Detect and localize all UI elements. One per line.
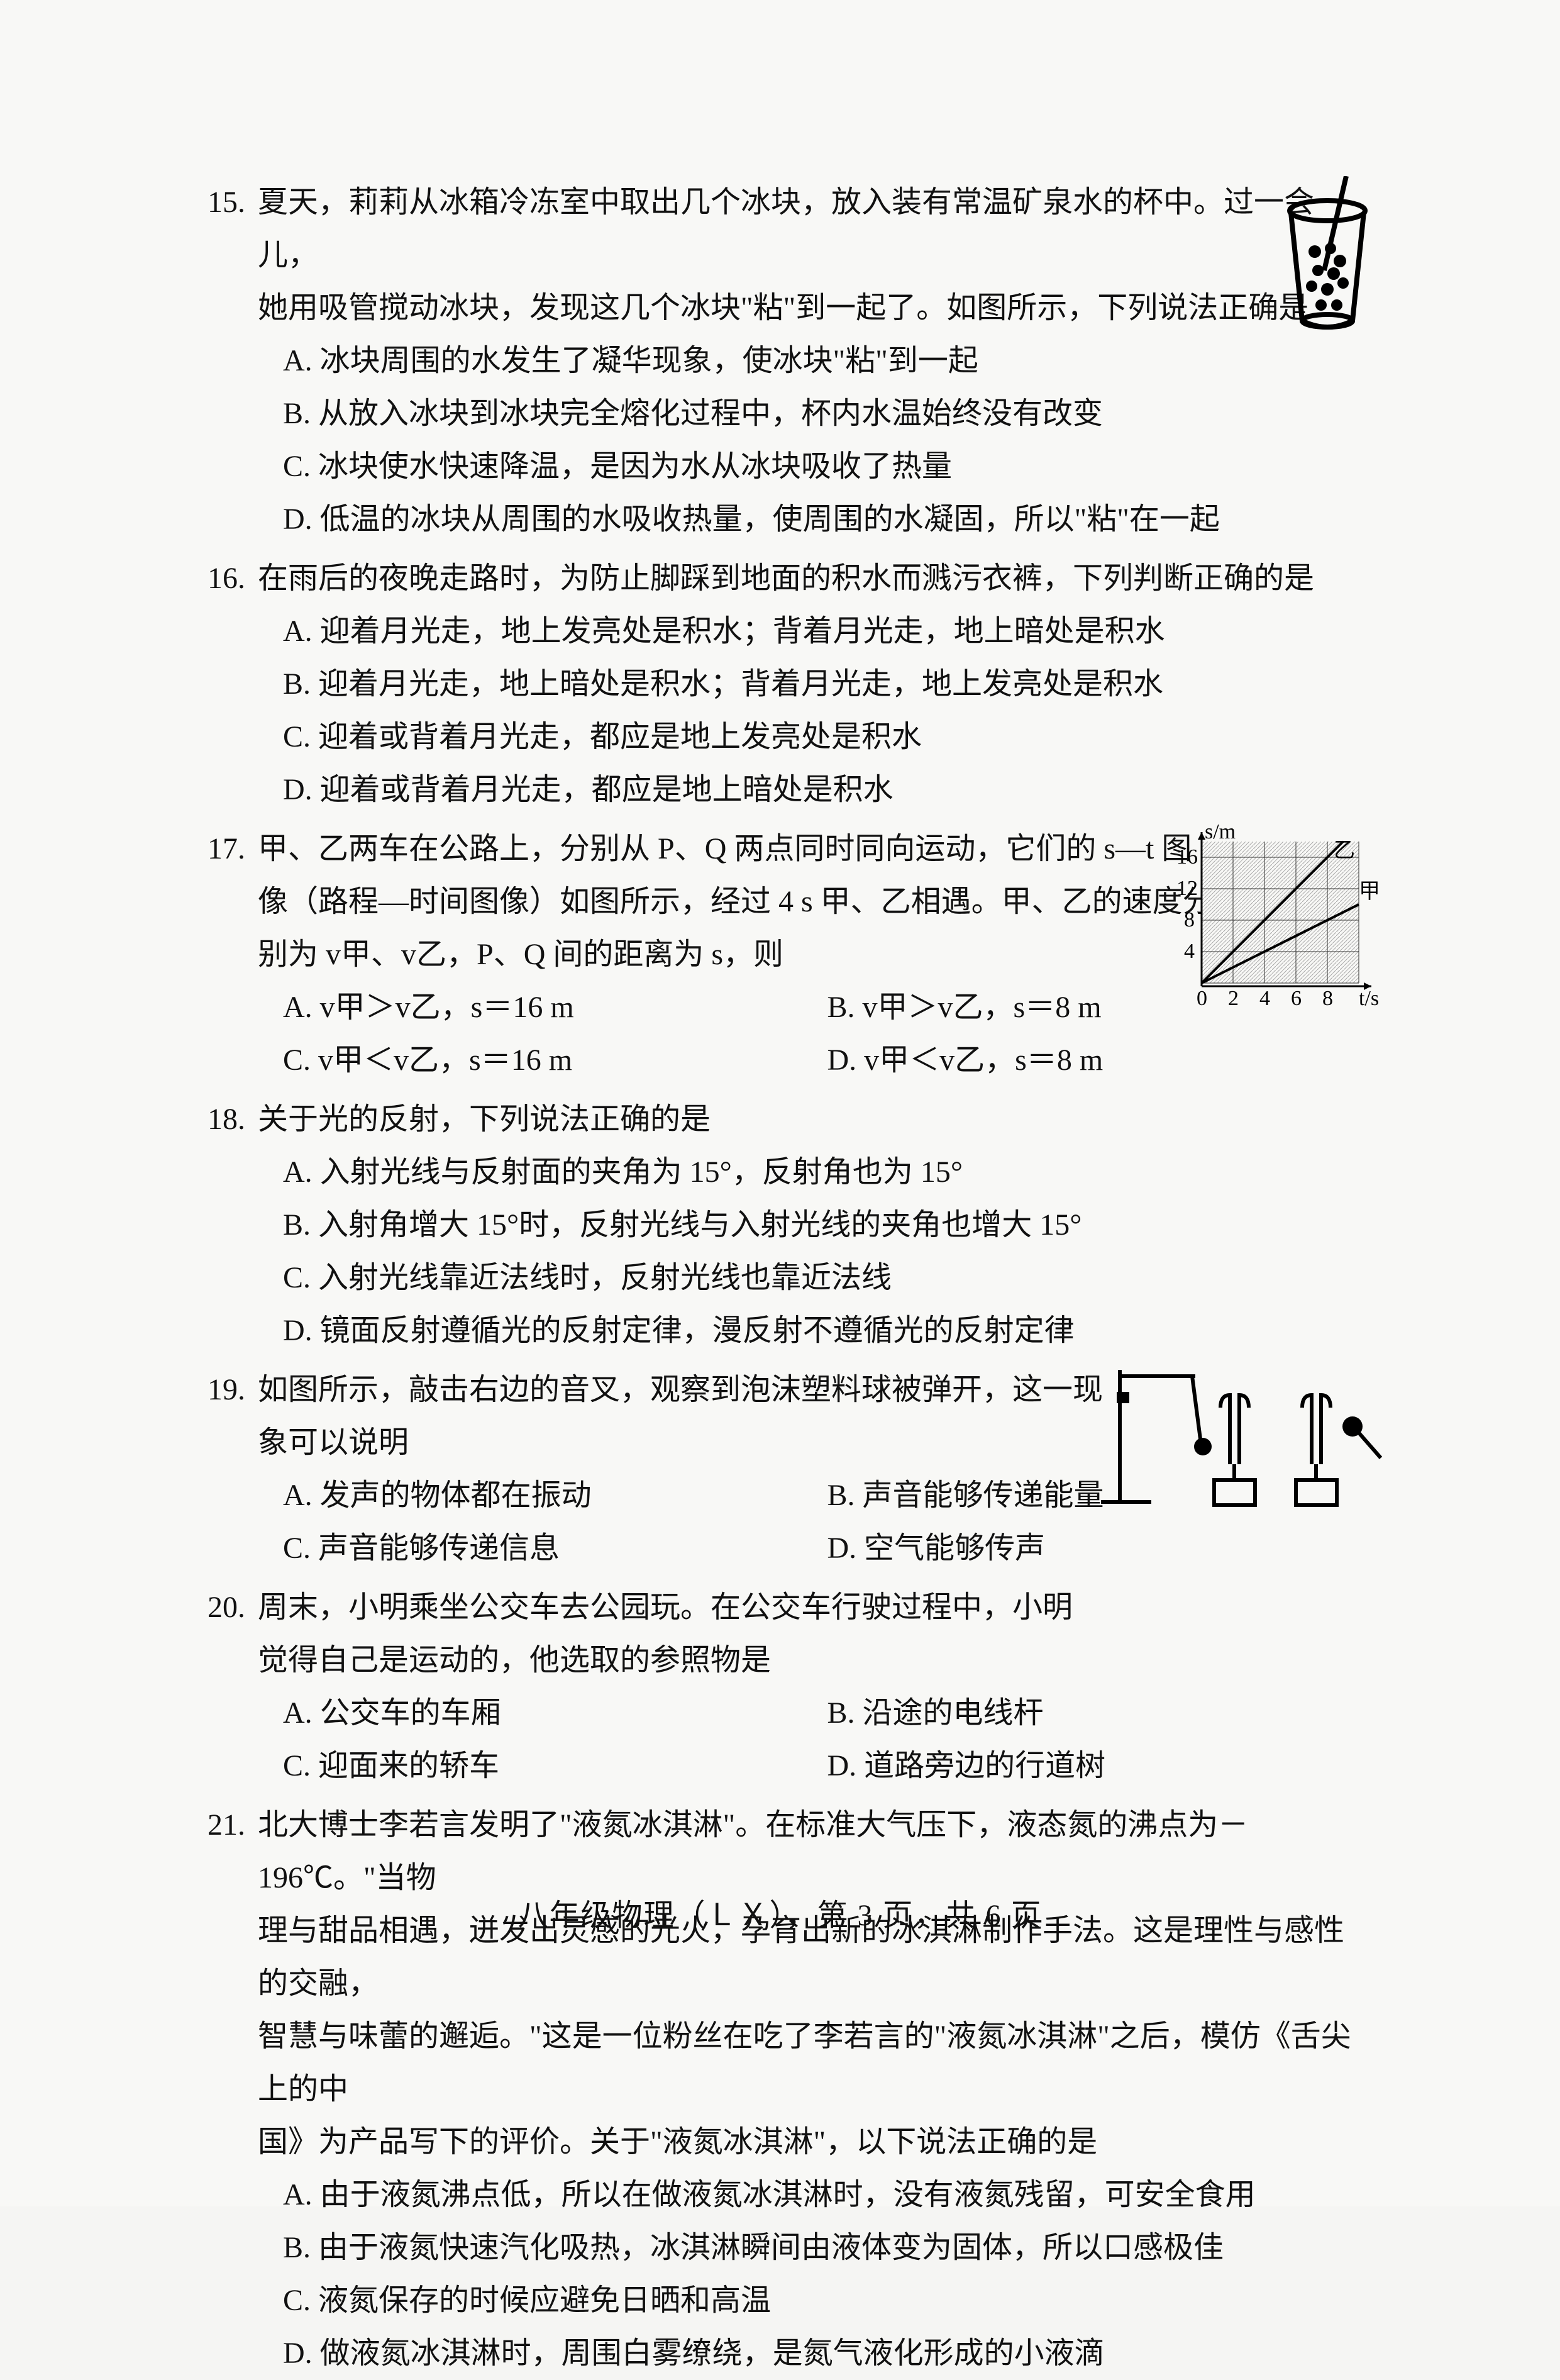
option-a: A. 冰块周围的水发生了凝华现象，使冰块"粘"到一起 (283, 335, 1371, 387)
question-number: 19. (207, 1364, 258, 1416)
question-stem: 关于光的反射，下列说法正确的是 (258, 1093, 1371, 1146)
stem-line: 夏天，莉莉从冰箱冷冻室中取出几个冰块，放入装有常温矿泉水的杯中。过一会儿， (258, 176, 1371, 282)
question-stem: 周末，小明乘坐公交车去公园玩。在公交车行驶过程中，小明 觉得自己是运动的，他选取… (258, 1581, 1371, 1687)
option-d: D. 迎着或背着月光走，都应是地上暗处是积水 (283, 764, 1371, 816)
option-a: A. 由于液氮沸点低，所以在做液氮冰淇淋时，没有液氮残留，可安全食用 (283, 2169, 1371, 2222)
x-tick: 8 (1322, 987, 1333, 1010)
options-list: A. 冰块周围的水发生了凝华现象，使冰块"粘"到一起 B. 从放入冰块到冰块完全… (283, 335, 1371, 546)
question-18: 18. 关于光的反射，下列说法正确的是 A. 入射光线与反射面的夹角为 15°，… (207, 1093, 1371, 1357)
option-c: C. 冰块使水快速降温，是因为水从冰块吸收了热量 (283, 440, 1371, 493)
y-tick: 16 (1176, 845, 1198, 869)
stem-line: 智慧与味蕾的邂逅。"这是一位粉丝在吃了李若言的"液氮冰淇淋"之后，模仿《舌尖上的… (258, 2010, 1371, 2116)
option-a: A. 入射光线与反射面的夹角为 15°，反射角也为 15° (283, 1146, 1371, 1199)
question-stem: 北大博士李若言发明了"液氮冰淇淋"。在标准大气压下，液态氮的沸点为－196℃。"… (258, 1799, 1371, 2169)
cup-figure (1271, 176, 1384, 340)
question-number: 20. (207, 1581, 258, 1634)
question-16: 16. 在雨后的夜晚走路时，为防止脚踩到地面的积水而溅污衣裤，下列判断正确的是 … (207, 552, 1371, 816)
option-b: B. 沿途的电线杆 (827, 1687, 1372, 1740)
option-c: C. 入射光线靠近法线时，反射光线也靠近法线 (283, 1252, 1371, 1304)
question-number: 18. (207, 1093, 258, 1146)
stem-line: 在雨后的夜晚走路时，为防止脚踩到地面的积水而溅污衣裤，下列判断正确的是 (258, 552, 1371, 605)
option-d: D. 镜面反射遵循光的反射定律，漫反射不遵循光的反射定律 (283, 1304, 1371, 1357)
question-17: s/m t/s 乙 甲 0 2 4 6 8 4 8 12 16 17. 甲、乙两… (207, 823, 1371, 1087)
question-15: 15. 夏天，莉莉从冰箱冷冻室中取出几个冰块，放入装有常温矿泉水的杯中。过一会儿… (207, 176, 1371, 546)
option-d: D. 低温的冰块从周围的水吸收热量，使周围的水凝固，所以"粘"在一起 (283, 493, 1371, 546)
option-a: A. 迎着月光走，地上发亮处是积水；背着月光走，地上暗处是积水 (283, 605, 1371, 658)
option-c: C. v甲＜v乙，s＝16 m (283, 1034, 827, 1087)
question-21: 21. 北大博士李若言发明了"液氮冰淇淋"。在标准大气压下，液态氮的沸点为－19… (207, 1799, 1371, 2380)
stem-line: 她用吸管搅动冰块，发现这几个冰块"粘"到一起了。如图所示，下列说法正确是 (258, 282, 1371, 335)
question-stem: 夏天，莉莉从冰箱冷冻室中取出几个冰块，放入装有常温矿泉水的杯中。过一会儿， 她用… (258, 176, 1371, 335)
option-a: A. 发声的物体都在振动 (283, 1469, 827, 1522)
question-number: 15. (207, 176, 258, 229)
option-b: B. 迎着月光走，地上暗处是积水；背着月光走，地上发亮处是积水 (283, 658, 1371, 711)
series-label-upper: 乙 (1334, 839, 1355, 862)
stem-line: 周末，小明乘坐公交车去公园玩。在公交车行驶过程中，小明 (258, 1581, 1371, 1634)
option-c: C. 迎着或背着月光走，都应是地上发亮处是积水 (283, 711, 1371, 764)
option-c: C. 液氮保存的时候应避免日晒和高温 (283, 2274, 1371, 2327)
x-tick: 6 (1291, 987, 1302, 1010)
option-a: A. 公交车的车厢 (283, 1687, 827, 1740)
option-d: D. 道路旁边的行道树 (827, 1740, 1372, 1793)
option-a: A. v甲＞v乙，s＝16 m (283, 981, 827, 1034)
question-19: 19. 如图所示，敲击右边的音叉，观察到泡沫塑料球被弹开，这一现 象可以说明 A… (207, 1364, 1371, 1575)
page-footer: 八年级物理（ＬＸ），第 3 页，共 6 页 (0, 1889, 1560, 1942)
option-c: C. 迎面来的轿车 (283, 1740, 827, 1793)
option-b: B. 从放入冰块到冰块完全熔化过程中，杯内水温始终没有改变 (283, 387, 1371, 440)
x-tick: 2 (1228, 987, 1239, 1010)
stem-line: 关于光的反射，下列说法正确的是 (258, 1093, 1371, 1146)
options-list: A. 入射光线与反射面的夹角为 15°，反射角也为 15° B. 入射角增大 1… (283, 1146, 1371, 1357)
question-number: 17. (207, 823, 258, 876)
series-label-lower: 甲 (1359, 880, 1380, 903)
tuning-forks-figure (1095, 1357, 1384, 1521)
stem-line: 觉得自己是运动的，他选取的参照物是 (258, 1634, 1371, 1687)
option-b: B. 入射角增大 15°时，反射光线与入射光线的夹角也增大 15° (283, 1199, 1371, 1252)
option-d: D. 做液氮冰淇淋时，周围白雾缭绕，是氮气液化形成的小液滴 (283, 2327, 1371, 2380)
question-number: 21. (207, 1799, 258, 1852)
options-list: A. 由于液氮沸点低，所以在做液氮冰淇淋时，没有液氮残留，可安全食用 B. 由于… (283, 2169, 1371, 2380)
x-tick: 4 (1259, 987, 1270, 1010)
y-tick: 12 (1176, 877, 1198, 900)
option-d: D. 空气能够传声 (827, 1522, 1372, 1575)
options-list: A. 迎着月光走，地上发亮处是积水；背着月光走，地上暗处是积水 B. 迎着月光走… (283, 605, 1371, 816)
exam-page: 15. 夏天，莉莉从冰箱冷冻室中取出几个冰块，放入装有常温矿泉水的杯中。过一会儿… (0, 0, 1560, 2206)
stem-line: 北大博士李若言发明了"液氮冰淇淋"。在标准大气压下，液态氮的沸点为－196℃。"… (258, 1799, 1371, 1905)
option-b: B. 由于液氮快速汽化吸热，冰淇淋瞬间由液体变为固体，所以口感极佳 (283, 2222, 1371, 2274)
y-tick: 4 (1184, 940, 1195, 963)
option-d: D. v甲＜v乙，s＝8 m (827, 1034, 1372, 1087)
stem-line: 国》为产品写下的评价。关于"液氮冰淇淋"，以下说法正确的是 (258, 2116, 1371, 2169)
option-c: C. 声音能够传递信息 (283, 1522, 827, 1575)
question-stem: 在雨后的夜晚走路时，为防止脚踩到地面的积水而溅污衣裤，下列判断正确的是 (258, 552, 1371, 605)
y-axis-label: s/m (1205, 823, 1236, 843)
x-axis-label: t/s (1359, 987, 1379, 1010)
question-20: 20. 周末，小明乘坐公交车去公园玩。在公交车行驶过程中，小明 觉得自己是运动的… (207, 1581, 1371, 1793)
question-number: 16. (207, 552, 258, 605)
x-tick: 0 (1197, 987, 1207, 1010)
y-tick: 8 (1184, 908, 1195, 931)
options-list: A. 公交车的车厢 B. 沿途的电线杆 C. 迎面来的轿车 D. 道路旁边的行道… (283, 1687, 1371, 1793)
st-graph-figure: s/m t/s 乙 甲 0 2 4 6 8 4 8 12 16 (1170, 823, 1384, 1011)
